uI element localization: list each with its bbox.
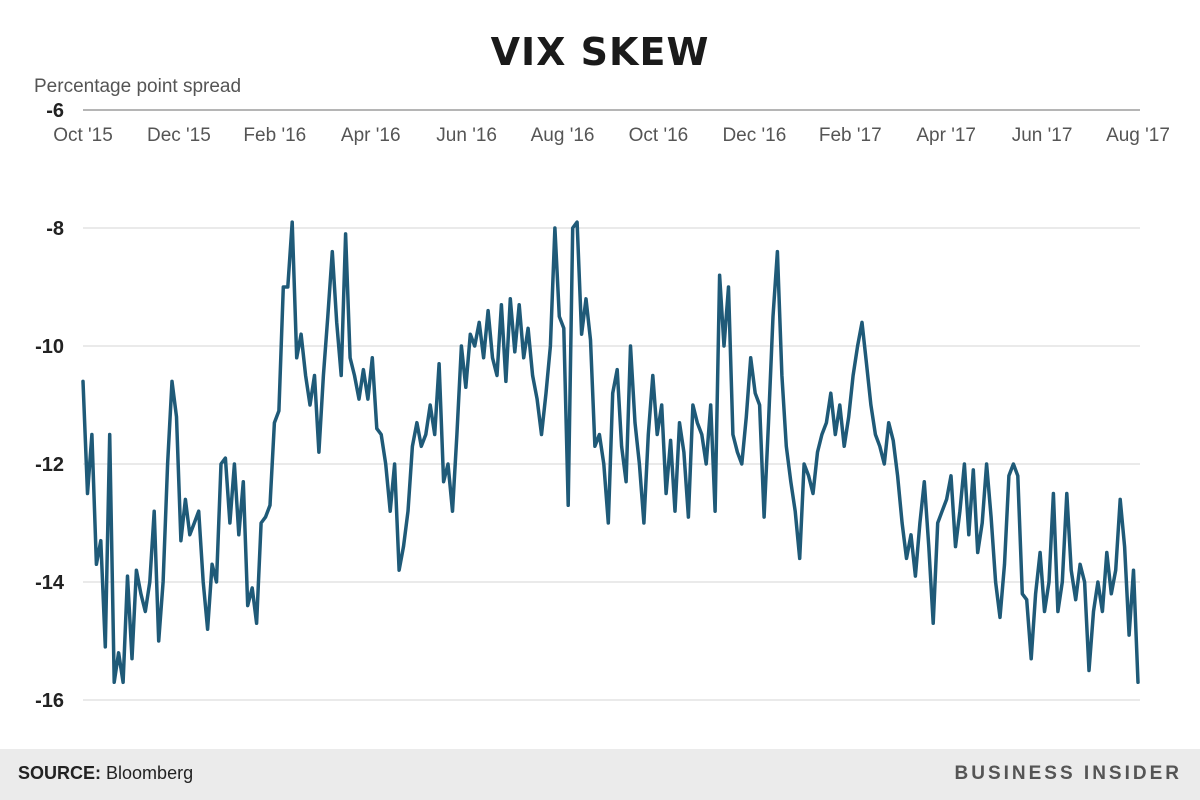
source-label: SOURCE: <box>18 763 102 783</box>
footer-bar: SOURCE: Bloomberg BUSINESS INSIDER <box>0 749 1200 800</box>
y-tick-label: -6 <box>46 100 64 122</box>
x-tick-label: Apr '17 <box>916 125 976 146</box>
x-tick-label: Oct '15 <box>53 125 113 146</box>
source-value: Bloomberg <box>106 763 194 783</box>
y-axis-label: Percentage point spread <box>34 76 242 97</box>
x-tick-label: Feb '16 <box>243 125 306 146</box>
x-tick-label: Dec '16 <box>722 125 786 146</box>
line-chart: Oct '15 Dec '15 Feb '16 Apr '16 Jun '16 Aug '… <box>35 100 1170 712</box>
chart-title: VIX SKEW <box>490 30 710 74</box>
brand-logo: BUSINESS INSIDER <box>954 763 1182 784</box>
x-tick-label: Aug '17 <box>1106 125 1170 146</box>
source-note: SOURCE: Bloomberg <box>18 763 193 784</box>
x-tick-label: Apr '16 <box>341 125 401 146</box>
y-tick-label: -10 <box>35 336 64 358</box>
x-tick-label: Feb '17 <box>819 125 882 146</box>
x-tick-label: Aug '16 <box>531 125 595 146</box>
series-line <box>81 220 1140 685</box>
y-tick-label: -16 <box>35 690 64 712</box>
x-tick-label: Dec '15 <box>147 125 211 146</box>
x-tick-label: Jun '17 <box>1012 125 1073 146</box>
y-tick-label: -8 <box>46 218 64 240</box>
y-tick-label: -12 <box>35 454 64 476</box>
y-tick-label: -14 <box>35 572 65 594</box>
x-tick-label: Oct '16 <box>629 125 689 146</box>
x-tick-label: Jun '16 <box>436 125 497 146</box>
